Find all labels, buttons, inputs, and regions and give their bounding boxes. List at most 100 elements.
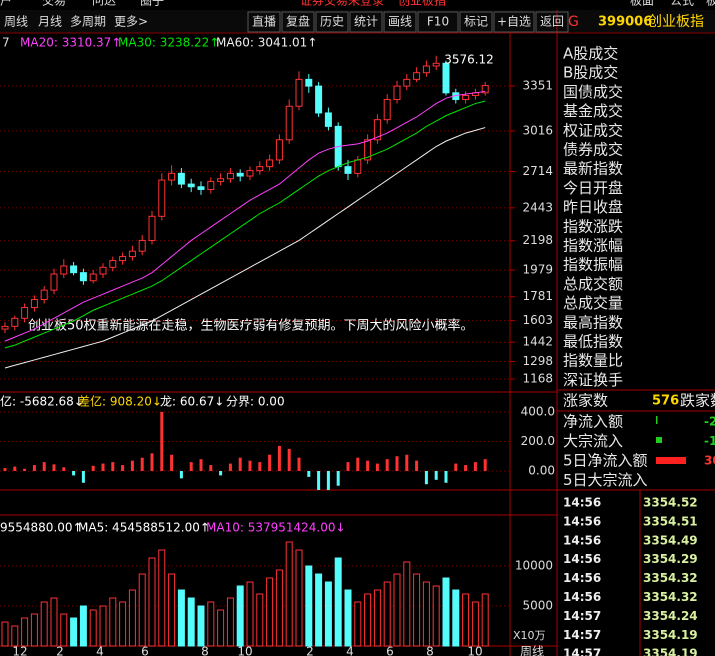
field-label: 指数涨跌 — [563, 217, 623, 235]
menu-item[interactable]: 圈子 — [140, 0, 164, 8]
bar — [464, 465, 468, 471]
legend-entry: MA5: 454588512.00↑ — [78, 521, 210, 535]
toolbar-button-label[interactable]: +自选 — [497, 15, 531, 29]
field-label: 债券成交 — [563, 141, 623, 159]
x-tick-label: 8 — [201, 645, 209, 656]
bar — [189, 462, 193, 471]
field-label: 最低指数 — [563, 333, 623, 351]
field-label: 指数振幅 — [563, 256, 623, 274]
toolbar-tab[interactable]: 多周期 — [70, 15, 106, 29]
toolbar-button[interactable] — [349, 11, 383, 33]
toolbar-button-label[interactable]: 历史 — [320, 15, 344, 29]
bar — [170, 454, 174, 471]
toolbar-button[interactable] — [383, 11, 417, 33]
candle-body — [324, 112, 332, 127]
y-tick-label: 5000 — [522, 599, 553, 613]
unit: X10万 — [513, 629, 546, 642]
tick-time: 14:57 — [563, 609, 601, 623]
toolbar-button[interactable] — [247, 11, 281, 33]
bar — [219, 470, 223, 476]
bar — [3, 468, 7, 471]
toolbar-button[interactable] — [281, 11, 315, 33]
bar — [473, 462, 477, 471]
candle-body — [168, 172, 176, 181]
volume-bar — [89, 609, 97, 647]
breadth: 576 — [652, 394, 679, 409]
candle-body — [60, 265, 68, 275]
bar — [32, 465, 36, 471]
y-tick-label: 0.00 — [528, 463, 555, 477]
bar — [248, 460, 252, 471]
candle-body — [148, 215, 156, 241]
menu-item[interactable]: 交易 — [42, 0, 66, 8]
menu-item[interactable]: 证券交易未登录 — [300, 0, 384, 8]
volume-bar — [383, 581, 391, 647]
toolbar-button-label[interactable]: 统计 — [354, 15, 378, 29]
volume-bar — [285, 541, 293, 647]
ma-line — [4, 100, 486, 349]
peak-label: 3576.12 — [444, 52, 494, 66]
flow-label: 5日大宗流入 — [563, 471, 648, 489]
volume-bar — [442, 577, 450, 647]
volume-bar — [70, 617, 78, 647]
toolbar-button-label[interactable]: 直播 — [252, 15, 276, 29]
tick-price: 3354.49 — [643, 533, 698, 547]
volume-bar — [344, 589, 352, 647]
toolbar-button[interactable] — [535, 11, 569, 33]
x-tick-label: 12 — [12, 645, 27, 656]
volume-bar — [324, 581, 332, 647]
candle-body — [383, 99, 391, 121]
menu-item[interactable]: 板 — [706, 0, 715, 8]
menu-item[interactable]: 创业板指 — [398, 0, 446, 8]
volume-bar — [168, 573, 176, 647]
field-label: 昨日收盘 — [563, 198, 623, 216]
menu-item[interactable]: 问达 — [92, 0, 116, 8]
candle-body — [158, 179, 166, 217]
volume-bar — [21, 617, 29, 647]
bar — [415, 460, 419, 471]
volume-bar — [99, 605, 107, 647]
x-tick-label: 6 — [141, 645, 149, 656]
candle-body — [217, 178, 225, 182]
y-tick-label: 1979 — [522, 263, 553, 277]
volume-bar — [187, 597, 195, 647]
toolbar-button[interactable] — [459, 11, 493, 33]
candle-body — [11, 317, 19, 327]
volume-bar — [305, 565, 313, 647]
candle-body — [266, 159, 274, 168]
y-tick-label: 1781 — [522, 289, 553, 303]
toolbar-tab[interactable]: 月线 — [38, 15, 62, 29]
volume-bar — [354, 601, 362, 647]
volume-bar — [393, 573, 401, 647]
tick-price: 3354.51 — [643, 514, 698, 528]
volume-bar — [403, 561, 411, 647]
legend-entry: 9554880.00↑ — [0, 521, 83, 535]
menu-item[interactable]: 户 — [0, 0, 12, 8]
toolbar-button-label[interactable]: 画线 — [388, 15, 412, 29]
name: 创业板指 — [648, 14, 704, 30]
candle-body — [373, 119, 381, 141]
volume-bar — [334, 557, 342, 647]
menu-item[interactable]: 板面 — [630, 0, 654, 8]
field-label: 指数量比 — [563, 352, 623, 370]
toolbar-button-label[interactable]: 返回 — [540, 15, 564, 29]
toolbar-button[interactable] — [417, 11, 459, 33]
toolbar-tab[interactable]: 周线 — [4, 15, 28, 29]
volume-bar — [138, 573, 146, 647]
y-tick-label: 1168 — [522, 371, 553, 385]
toolbar-button-label[interactable]: F10 — [427, 15, 449, 29]
toolbar-button-label[interactable]: 标记 — [464, 15, 488, 29]
toolbar-button[interactable] — [315, 11, 349, 33]
legend-entry: MA10: 537951424.00↓ — [206, 521, 346, 535]
bar — [179, 470, 183, 479]
menu-item[interactable]: 公式 — [670, 0, 694, 8]
toolbar-button-label[interactable]: 复盘 — [286, 14, 310, 29]
flow-bar — [656, 457, 686, 464]
candle-body — [422, 65, 430, 74]
bar — [52, 464, 56, 471]
field-label: 最高指数 — [563, 313, 623, 331]
bar — [483, 459, 487, 471]
volume-bar — [109, 597, 117, 647]
toolbar-tab[interactable]: 更多> — [114, 15, 148, 29]
toolbar-button[interactable] — [493, 11, 535, 33]
